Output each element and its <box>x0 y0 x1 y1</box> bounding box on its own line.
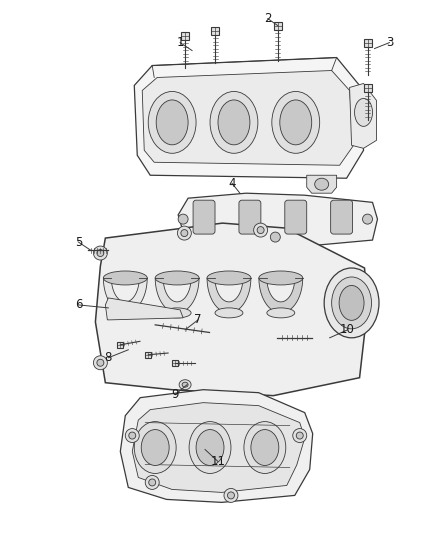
Ellipse shape <box>259 271 303 285</box>
Ellipse shape <box>163 308 191 318</box>
FancyBboxPatch shape <box>274 22 282 30</box>
Polygon shape <box>207 278 251 313</box>
Polygon shape <box>106 298 183 320</box>
Polygon shape <box>307 175 337 193</box>
Ellipse shape <box>111 308 139 318</box>
Ellipse shape <box>267 308 295 318</box>
Ellipse shape <box>270 232 280 242</box>
Text: 9: 9 <box>171 388 179 401</box>
Polygon shape <box>103 278 147 313</box>
Ellipse shape <box>355 99 372 126</box>
Ellipse shape <box>257 227 264 233</box>
Ellipse shape <box>145 475 159 489</box>
Text: 1: 1 <box>177 36 184 49</box>
Polygon shape <box>95 223 367 395</box>
Bar <box>172 360 178 366</box>
Ellipse shape <box>293 429 307 442</box>
Ellipse shape <box>332 277 371 329</box>
Ellipse shape <box>93 246 107 260</box>
Ellipse shape <box>224 488 238 503</box>
Text: 11: 11 <box>211 455 226 468</box>
Text: 7: 7 <box>194 313 202 326</box>
Text: 5: 5 <box>75 236 82 248</box>
Ellipse shape <box>125 429 139 442</box>
FancyBboxPatch shape <box>364 38 371 46</box>
Ellipse shape <box>177 226 191 240</box>
Polygon shape <box>120 390 313 503</box>
Ellipse shape <box>210 92 258 154</box>
Ellipse shape <box>339 286 364 320</box>
Ellipse shape <box>227 492 234 499</box>
Ellipse shape <box>149 479 155 486</box>
Polygon shape <box>178 193 378 248</box>
FancyBboxPatch shape <box>181 31 189 39</box>
Ellipse shape <box>363 214 372 224</box>
Ellipse shape <box>97 359 104 366</box>
Ellipse shape <box>207 271 251 285</box>
Ellipse shape <box>272 92 320 154</box>
Ellipse shape <box>178 214 188 224</box>
Text: 10: 10 <box>340 324 355 336</box>
Ellipse shape <box>254 223 268 237</box>
FancyBboxPatch shape <box>331 200 353 234</box>
Text: 8: 8 <box>105 351 112 364</box>
Text: 4: 4 <box>228 177 236 190</box>
Ellipse shape <box>196 430 224 465</box>
Text: 3: 3 <box>386 36 393 49</box>
Ellipse shape <box>179 379 191 390</box>
Ellipse shape <box>244 422 286 473</box>
Ellipse shape <box>324 268 379 338</box>
Ellipse shape <box>280 100 312 145</box>
Ellipse shape <box>181 230 188 237</box>
FancyBboxPatch shape <box>364 84 371 92</box>
Bar <box>117 342 124 348</box>
FancyBboxPatch shape <box>193 200 215 234</box>
Polygon shape <box>142 70 353 165</box>
Ellipse shape <box>141 430 169 465</box>
Ellipse shape <box>148 92 196 154</box>
Ellipse shape <box>296 432 303 439</box>
Polygon shape <box>155 278 199 313</box>
Ellipse shape <box>93 356 107 370</box>
Polygon shape <box>134 58 364 178</box>
Ellipse shape <box>314 178 328 190</box>
Polygon shape <box>259 278 303 313</box>
Ellipse shape <box>129 432 136 439</box>
Ellipse shape <box>218 100 250 145</box>
Polygon shape <box>350 84 377 148</box>
FancyBboxPatch shape <box>239 200 261 234</box>
Ellipse shape <box>251 430 279 465</box>
Ellipse shape <box>156 100 188 145</box>
Ellipse shape <box>189 422 231 473</box>
Ellipse shape <box>182 382 188 387</box>
Ellipse shape <box>97 249 104 256</box>
Bar <box>145 352 151 358</box>
Ellipse shape <box>134 422 176 473</box>
Text: 2: 2 <box>264 12 272 25</box>
FancyBboxPatch shape <box>211 27 219 35</box>
Polygon shape <box>132 402 305 492</box>
FancyBboxPatch shape <box>285 200 307 234</box>
Text: 6: 6 <box>75 298 82 311</box>
Ellipse shape <box>103 271 147 285</box>
Ellipse shape <box>215 308 243 318</box>
Ellipse shape <box>155 271 199 285</box>
